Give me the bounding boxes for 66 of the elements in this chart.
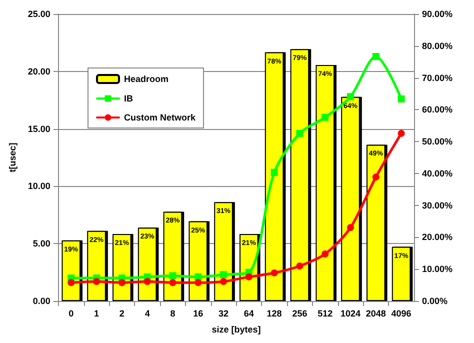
bar: [264, 52, 284, 301]
y2-tick-label: 90.00%: [422, 9, 453, 19]
y2-tick-label: 10.00%: [422, 264, 453, 274]
y-tick-label: 0.00: [32, 296, 50, 306]
x-tick-label: 1024: [340, 308, 361, 318]
point: [398, 130, 405, 137]
bar: [163, 212, 182, 301]
y-tick-label: 5.00: [32, 238, 50, 249]
y-tick-label: 15.00: [28, 124, 50, 134]
x-tick-label: 8: [170, 308, 176, 318]
x-tick-label: 16: [193, 308, 204, 318]
y2-tick-label: 30.00%: [422, 200, 453, 210]
point: [347, 93, 354, 100]
point: [194, 279, 202, 286]
point: [169, 272, 176, 280]
bar: [214, 202, 233, 301]
legend-label: Custom Network: [124, 112, 196, 122]
point: [169, 279, 176, 286]
bar: [290, 49, 310, 301]
legend-label: IB: [124, 94, 134, 104]
point: [296, 262, 304, 270]
bar: [392, 246, 411, 301]
x-tick-label: 2048: [366, 308, 386, 318]
y2-tick-label: 70.00%: [422, 72, 453, 83]
bar: [316, 65, 335, 301]
x-tick-label: 4096: [391, 308, 412, 318]
y2-tick-label: 0.00%: [422, 296, 448, 306]
x-tick-label: 128: [266, 308, 282, 318]
point: [372, 52, 380, 60]
point: [68, 279, 75, 286]
x-tick-label: 256: [292, 308, 308, 318]
bar: [62, 240, 81, 301]
y-tick-label: 25.00: [28, 9, 50, 19]
point: [398, 95, 405, 102]
x-tick-label: 32: [218, 308, 229, 318]
point: [296, 130, 304, 137]
point: [118, 279, 126, 286]
point: [93, 278, 100, 285]
x-axis-title: size [bytes]: [212, 324, 261, 334]
y2-tick-label: 80.00%: [422, 40, 453, 51]
x-tick-label: 4: [144, 308, 150, 318]
y-axis-title: t[usec]: [8, 142, 18, 172]
y2-tick-label: 60.00%: [422, 104, 453, 115]
y2-tick-label: 20.00%: [422, 232, 453, 242]
point: [372, 174, 380, 181]
x-tick-label: 1: [94, 308, 100, 318]
point: [144, 278, 151, 285]
bar: [341, 96, 360, 301]
point: [347, 224, 354, 232]
point: [245, 273, 252, 280]
x-tick-label: 2: [119, 308, 124, 318]
x-tick-label: 64: [244, 308, 254, 318]
point: [220, 278, 228, 285]
bar: [366, 144, 386, 301]
y2-tick-label: 50.00%: [422, 136, 453, 147]
legend-label: Headroom: [124, 74, 169, 84]
y-tick-label: 10.00: [28, 181, 50, 192]
y2-tick-label: 40.00%: [422, 168, 453, 178]
point: [270, 269, 278, 276]
point: [220, 271, 228, 278]
point: [270, 168, 278, 176]
point: [322, 114, 329, 121]
x-tick-label: 512: [318, 308, 333, 318]
point: [322, 250, 329, 258]
x-tick-label: 0: [68, 308, 74, 318]
y-tick-label: 20.00: [28, 66, 50, 76]
